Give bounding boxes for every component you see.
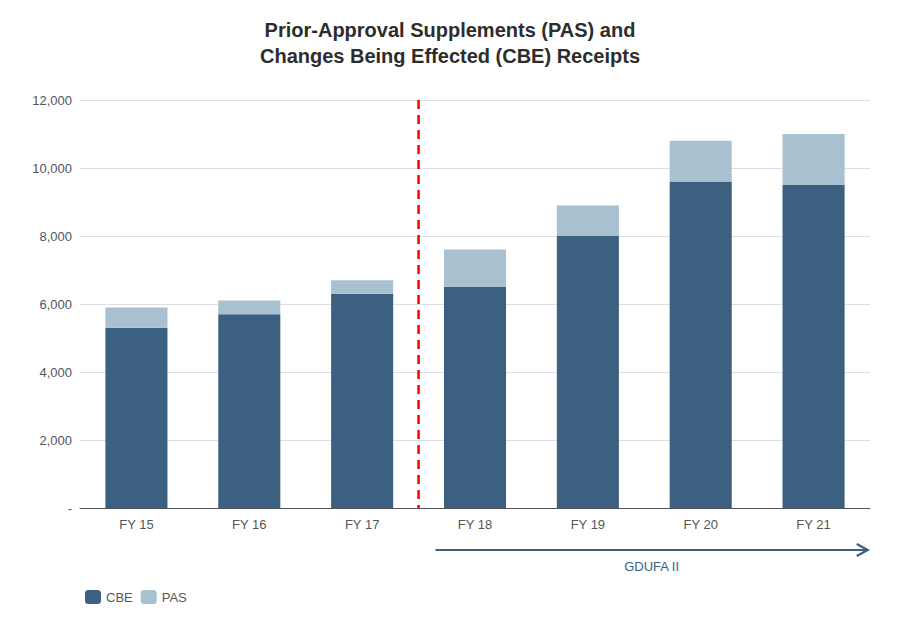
svg-text:10,000: 10,000	[32, 161, 72, 176]
svg-text:12,000: 12,000	[32, 93, 72, 108]
svg-text:8,000: 8,000	[39, 229, 72, 244]
svg-text:2,000: 2,000	[39, 433, 72, 448]
svg-text:4,000: 4,000	[39, 365, 72, 380]
svg-text:FY 16: FY 16	[232, 517, 266, 532]
svg-text:Changes Being Effected (CBE) R: Changes Being Effected (CBE) Receipts	[260, 45, 640, 67]
svg-text:-: -	[68, 501, 72, 516]
svg-text:FY 18: FY 18	[458, 517, 492, 532]
svg-text:6,000: 6,000	[39, 297, 72, 312]
svg-text:CBE: CBE	[106, 590, 133, 605]
svg-text:FY 17: FY 17	[345, 517, 379, 532]
svg-text:FY 19: FY 19	[571, 517, 605, 532]
svg-text:FY 21: FY 21	[796, 517, 830, 532]
svg-text:FY 15: FY 15	[119, 517, 153, 532]
svg-text:Prior-Approval Supplements (PA: Prior-Approval Supplements (PAS) and	[265, 19, 636, 41]
svg-text:PAS: PAS	[162, 590, 187, 605]
svg-text:GDUFA II: GDUFA II	[624, 559, 679, 574]
svg-text:FY 20: FY 20	[683, 517, 717, 532]
